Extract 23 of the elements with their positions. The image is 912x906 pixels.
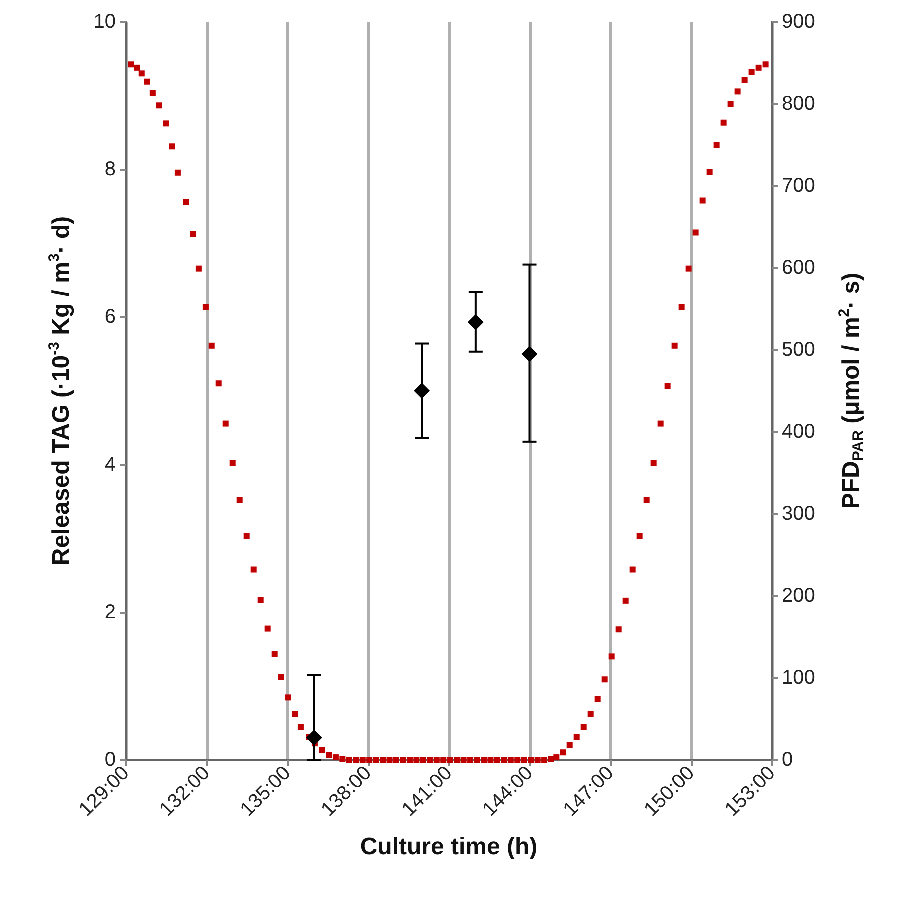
y-tick-label: 4 — [104, 454, 116, 476]
y2-tick-label: 300 — [782, 503, 816, 525]
y2-tick-label: 900 — [782, 11, 816, 33]
y-tick-label: 6 — [104, 306, 116, 328]
y2-tick-label: 0 — [782, 749, 794, 771]
y-tick-label: 0 — [104, 749, 116, 771]
y2-tick-label: 100 — [782, 667, 816, 689]
y2-tick-label: 500 — [782, 339, 816, 361]
y2-axis-title: PFDPAR (μmol / m2· s) — [836, 272, 867, 510]
point — [522, 346, 538, 362]
y2-tick-label: 800 — [782, 93, 816, 115]
point — [414, 383, 430, 399]
y2-tick-label: 400 — [782, 421, 816, 443]
y-tick-label: 8 — [104, 158, 116, 181]
point — [468, 314, 484, 330]
point — [306, 730, 322, 746]
y2-tick-label: 700 — [782, 175, 816, 197]
y2-tick-label: 200 — [782, 585, 816, 607]
y-tick-label: 10 — [94, 11, 116, 33]
y-tick-label: 2 — [104, 601, 116, 624]
y2-tick-label: 600 — [782, 257, 816, 279]
x-axis-title: Culture time (h) — [360, 834, 538, 860]
y-axis-title: Released TAG (·10-3 Kg / m3· d) — [46, 216, 75, 566]
